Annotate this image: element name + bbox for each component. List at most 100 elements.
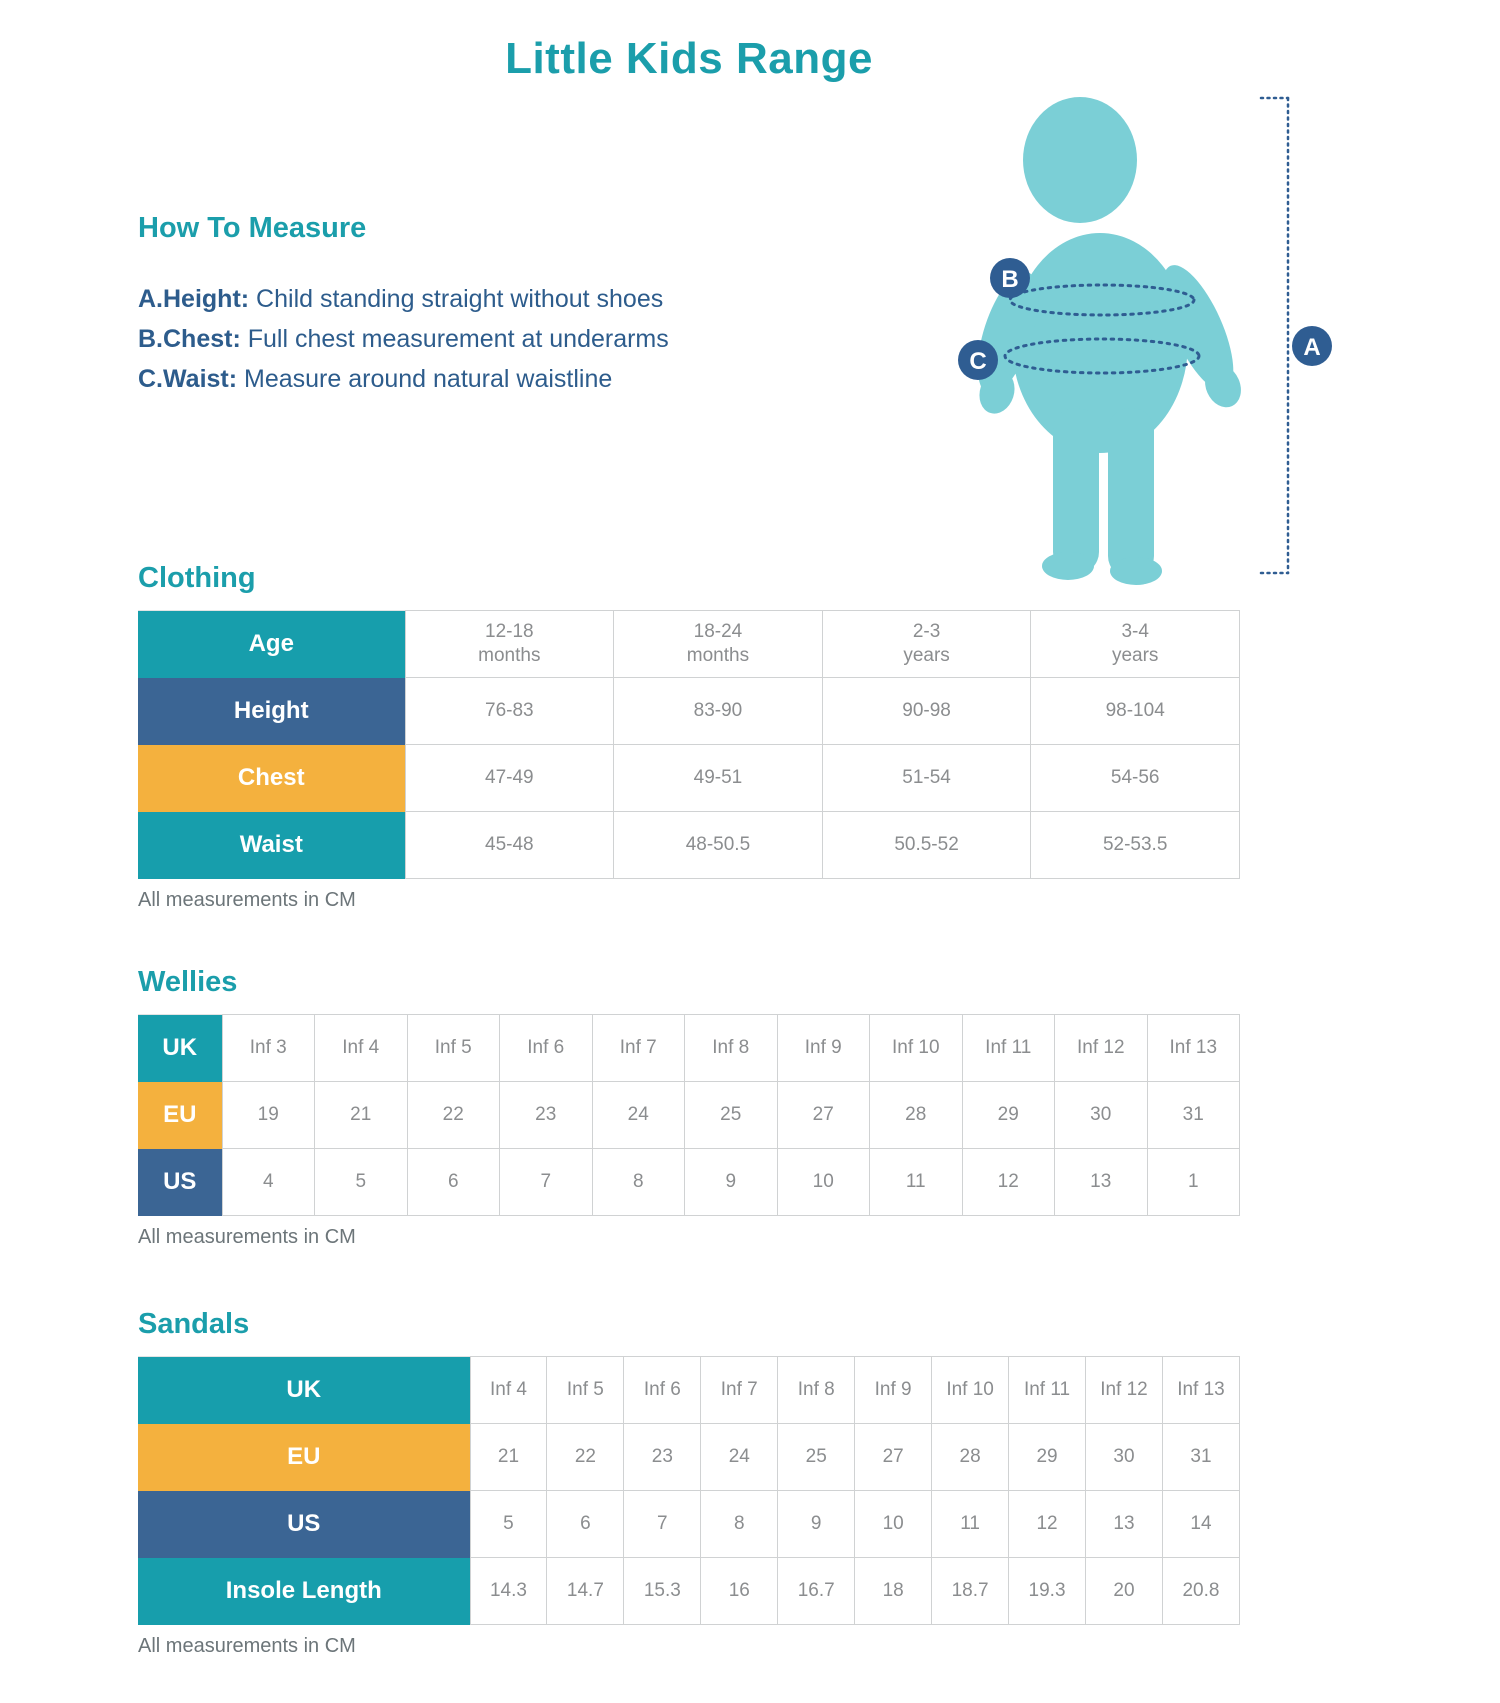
size-cell: 21 [469, 1423, 548, 1491]
table-row: US 5 6 7 8 9 10 11 12 13 14 [138, 1490, 1241, 1558]
size-cell: 48-50.5 [613, 811, 823, 879]
sandals-section: Sandals UK Inf 4 Inf 5 Inf 6 Inf 7 Inf 8 Inf 9… [138, 1308, 1241, 1658]
row-header-height: Height [138, 677, 405, 745]
size-cell: 25 [684, 1081, 778, 1149]
svg-text:B: B [1001, 266, 1018, 293]
clothing-size-table: Age 12-18 months 18-24 months 2-3 years 3-4 … [138, 610, 1240, 879]
size-cell: Inf 6 [623, 1356, 702, 1424]
size-cell: 51-54 [821, 744, 1032, 812]
size-cell: 11 [869, 1148, 963, 1216]
how-to-measure-block: How To Measure A.Height: Child standing … [138, 212, 858, 399]
size-cell: 28 [869, 1081, 963, 1149]
size-cell: Inf 5 [546, 1356, 625, 1424]
size-cell: Inf 5 [406, 1014, 500, 1082]
row-header-waist: Waist [138, 811, 405, 879]
size-cell: Inf 10 [869, 1014, 963, 1082]
row-header-age: Age [138, 610, 405, 678]
size-cell: Inf 8 [777, 1356, 856, 1424]
wellies-section: Wellies UK Inf 3 Inf 4 Inf 5 Inf 6 Inf 7 Inf 8… [138, 966, 1240, 1249]
how-to-measure-heading: How To Measure [138, 212, 367, 244]
chest-measure-arc [1008, 283, 1196, 317]
measure-text-waist: Measure around natural waistline [237, 365, 613, 393]
size-cell: 50.5-52 [821, 811, 1032, 879]
measure-label-height: A.Height: [138, 285, 250, 313]
size-cell: Inf 8 [684, 1014, 778, 1082]
wellies-size-table: UK Inf 3 Inf 4 Inf 5 Inf 6 Inf 7 Inf 8 Inf 9 Inf… [138, 1014, 1240, 1216]
size-cell: 14.3 [469, 1557, 548, 1625]
svg-text:A: A [1303, 334, 1320, 361]
size-cell: 47-49 [404, 744, 615, 812]
sandals-heading: Sandals [138, 1308, 250, 1340]
size-cell: 23 [623, 1423, 702, 1491]
size-cell: 12 [961, 1148, 1055, 1216]
size-cell: 8 [700, 1490, 779, 1558]
size-cell: 19.3 [1008, 1557, 1086, 1625]
size-cell: 1 [1146, 1148, 1240, 1216]
size-cell: 22 [546, 1423, 625, 1491]
size-cell: 9 [684, 1148, 778, 1216]
size-cell: 24 [591, 1081, 685, 1149]
size-cell: 27 [854, 1423, 933, 1491]
size-cell: 29 [961, 1081, 1055, 1149]
size-cell: 54-56 [1030, 744, 1240, 812]
size-cell: Inf 12 [1085, 1356, 1163, 1424]
row-header-us: US [138, 1148, 222, 1216]
svg-text:C: C [969, 348, 986, 375]
measure-text-height: Child standing straight without shoes [249, 285, 664, 313]
size-cell: Inf 13 [1161, 1356, 1241, 1424]
clothing-footnote: All measurements in CM [138, 889, 356, 911]
wellies-footnote: All measurements in CM [138, 1226, 356, 1248]
size-cell: 90-98 [821, 677, 1032, 745]
size-cell: 18 [854, 1557, 933, 1625]
size-cell: 13 [1054, 1148, 1148, 1216]
size-cell: 18-24 months [613, 610, 823, 678]
size-cell: 76-83 [404, 677, 615, 745]
badge-a-icon: A [1292, 326, 1332, 366]
sandals-footnote: All measurements in CM [138, 1635, 356, 1657]
size-cell: 21 [314, 1081, 408, 1149]
size-cell: 23 [499, 1081, 593, 1149]
size-cell: 20.8 [1161, 1557, 1241, 1625]
row-header-eu: EU [138, 1081, 222, 1149]
size-cell: 10 [776, 1148, 870, 1216]
size-cell: 31 [1146, 1081, 1240, 1149]
size-cell: 19 [221, 1081, 315, 1149]
size-cell: 16.7 [777, 1557, 856, 1625]
size-cell: 15.3 [623, 1557, 702, 1625]
child-silhouette-illustration [977, 97, 1241, 585]
height-measure-line [1259, 96, 1290, 575]
size-cell: 6 [406, 1148, 500, 1216]
size-cell: 12-18 months [404, 610, 615, 678]
size-cell: 30 [1085, 1423, 1163, 1491]
table-row: UK Inf 3 Inf 4 Inf 5 Inf 6 Inf 7 Inf 8 Inf 9 Inf… [138, 1014, 1240, 1082]
table-row: UK Inf 4 Inf 5 Inf 6 Inf 7 Inf 8 Inf 9 Inf 10 In… [138, 1356, 1241, 1424]
table-row: US 4 5 6 7 8 9 10 11 12 13 1 [138, 1148, 1240, 1216]
waist-measure-arc [1003, 337, 1201, 375]
badge-c-icon: C [958, 340, 998, 380]
size-cell: Inf 12 [1054, 1014, 1148, 1082]
size-cell: 16 [700, 1557, 779, 1625]
measure-label-chest: B.Chest: [138, 325, 241, 353]
measure-label-waist: C.Waist: [138, 365, 238, 393]
sandals-size-table: UK Inf 4 Inf 5 Inf 6 Inf 7 Inf 8 Inf 9 Inf 10 In… [138, 1356, 1241, 1625]
badge-b-icon: B [990, 258, 1030, 298]
table-row: Height 76-83 83-90 90-98 98-104 [138, 677, 1240, 745]
child-measure-illustration: B C A [950, 88, 1335, 588]
size-cell: 20 [1085, 1557, 1163, 1625]
size-cell: Inf 9 [854, 1356, 933, 1424]
size-cell: Inf 4 [469, 1356, 548, 1424]
row-header-insole-length: Insole Length [138, 1557, 470, 1625]
size-cell: 28 [931, 1423, 1010, 1491]
size-cell: Inf 7 [700, 1356, 779, 1424]
size-cell: 6 [546, 1490, 625, 1558]
size-cell: Inf 6 [499, 1014, 593, 1082]
table-row: Insole Length 14.3 14.7 15.3 16 16.7 18 18.7 19.… [138, 1557, 1241, 1625]
measure-instruction-waist: C.Waist: Measure around natural waistlin… [138, 359, 858, 399]
size-cell: 45-48 [404, 811, 615, 879]
size-cell: 27 [776, 1081, 870, 1149]
size-cell: 52-53.5 [1030, 811, 1240, 879]
size-cell: 7 [499, 1148, 593, 1216]
size-cell: 12 [1008, 1490, 1086, 1558]
size-cell: 5 [314, 1148, 408, 1216]
